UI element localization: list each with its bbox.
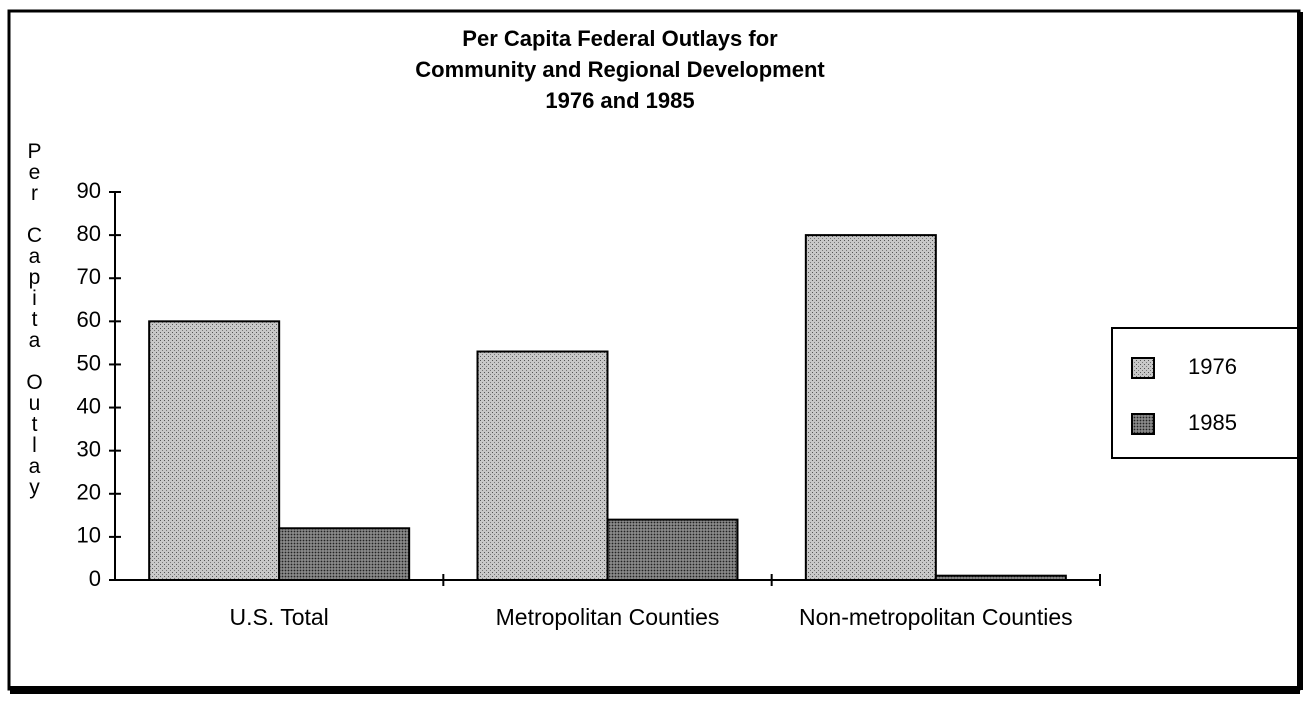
legend-box <box>1111 327 1299 459</box>
y-tick-label: 80 <box>77 221 101 246</box>
legend-swatch <box>1131 413 1155 435</box>
chart-title: Community and Regional Development <box>415 57 825 82</box>
y-tick-label: 60 <box>77 307 101 332</box>
chart-title: Per Capita Federal Outlays for <box>462 26 778 51</box>
legend-label: 1985 <box>1188 410 1237 435</box>
y-tick-label: 0 <box>89 566 101 591</box>
bar <box>934 574 1067 582</box>
y-axis-label: Per Capita Outlay <box>23 140 46 497</box>
y-tick-label: 10 <box>77 523 101 548</box>
legend-label: 1976 <box>1188 354 1237 379</box>
y-tick-label: 90 <box>77 178 101 203</box>
x-tick-label: U.S. Total <box>229 604 329 630</box>
y-tick-label: 50 <box>77 350 101 375</box>
bar <box>148 320 281 581</box>
y-tick-label: 30 <box>77 436 101 461</box>
bar <box>804 234 937 581</box>
y-tick-label: 20 <box>77 480 101 505</box>
y-tick-label: 70 <box>77 264 101 289</box>
bar <box>278 527 411 581</box>
x-tick-label: Metropolitan Counties <box>495 604 720 630</box>
bar <box>476 350 609 581</box>
legend-swatch <box>1131 357 1155 379</box>
x-tick-label: Non-metropolitan Counties <box>799 604 1073 630</box>
bar <box>606 518 739 582</box>
y-tick-label: 40 <box>77 393 101 418</box>
chart-title: 1976 and 1985 <box>545 88 694 113</box>
